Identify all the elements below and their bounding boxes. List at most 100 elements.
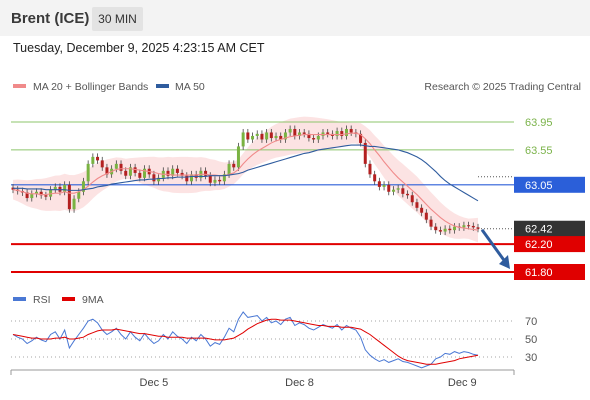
support-label-box bbox=[514, 236, 585, 253]
legend-9ma-label: 9MA bbox=[82, 294, 104, 306]
levels-group bbox=[11, 121, 514, 273]
copyright-text: Research © 2025 Trading Central bbox=[424, 81, 581, 93]
candle-body bbox=[415, 202, 419, 208]
last-price-box bbox=[514, 220, 585, 237]
rsi-axis-label: 70 bbox=[525, 316, 537, 328]
candle-body bbox=[67, 184, 71, 210]
candle-body bbox=[251, 135, 255, 140]
projection-arrow bbox=[480, 228, 510, 269]
candle-body bbox=[189, 174, 193, 182]
rsi-line bbox=[12, 311, 479, 369]
candle-body bbox=[100, 160, 104, 168]
candle-body bbox=[185, 175, 189, 182]
ma50-line bbox=[13, 144, 479, 202]
ma20-line bbox=[12, 132, 479, 231]
candle-body bbox=[86, 163, 90, 182]
rsi-axis-label: 30 bbox=[525, 352, 537, 364]
x-tick-label: Dec 8 bbox=[285, 377, 314, 389]
candle-body bbox=[279, 135, 283, 140]
bollinger-band-area bbox=[13, 116, 478, 243]
candle-body bbox=[152, 174, 156, 182]
candle-body bbox=[429, 219, 433, 227]
candle-body bbox=[175, 168, 179, 173]
candle-body bbox=[363, 142, 367, 164]
candle-body bbox=[30, 193, 34, 199]
projection-arrow-shaft bbox=[480, 228, 508, 264]
candle-body bbox=[171, 168, 175, 176]
candle-body bbox=[128, 167, 132, 176]
candle-body bbox=[63, 184, 67, 192]
candle-body bbox=[260, 133, 264, 140]
candle-body bbox=[406, 193, 410, 196]
candle-body bbox=[124, 170, 128, 176]
rsi-panel: 70 50 30 bbox=[11, 311, 537, 369]
candle-body bbox=[293, 128, 297, 136]
candle-body bbox=[316, 135, 320, 140]
candle-body bbox=[373, 174, 377, 182]
candle-body bbox=[81, 181, 85, 192]
candle-body bbox=[222, 174, 226, 182]
candle-body bbox=[232, 163, 236, 168]
candle-body bbox=[218, 179, 222, 182]
legend-ma50-swatch bbox=[156, 84, 169, 88]
candle-body bbox=[241, 132, 245, 147]
candle-body bbox=[307, 133, 311, 139]
candle-body bbox=[133, 167, 137, 173]
candle-body bbox=[448, 228, 452, 231]
candle-body bbox=[391, 189, 395, 192]
candle-body bbox=[302, 132, 306, 134]
candle-body bbox=[105, 167, 109, 175]
candle-body bbox=[157, 177, 161, 182]
candle-body bbox=[326, 132, 330, 134]
bollinger-bands bbox=[13, 116, 478, 243]
chart-header: Brent (ICE) 30 MIN bbox=[0, 0, 590, 36]
candle-body bbox=[335, 131, 339, 136]
candle-body bbox=[434, 226, 438, 231]
x-tick-label: Dec 5 bbox=[140, 377, 169, 389]
instrument-title: Brent (ICE) bbox=[11, 10, 90, 27]
candle-body bbox=[236, 146, 240, 168]
candle-body bbox=[72, 198, 76, 210]
candle-body bbox=[34, 191, 38, 194]
candle-body bbox=[344, 128, 348, 136]
candle-body bbox=[368, 163, 372, 175]
x-axis: Dec 5 Dec 8 Dec 9 bbox=[10, 369, 515, 389]
candle-body bbox=[283, 132, 287, 140]
x-tick-label: Dec 9 bbox=[448, 377, 477, 389]
rsi-9ma-line bbox=[12, 318, 479, 365]
timeframe-button[interactable]: 30 MIN bbox=[92, 7, 143, 31]
candle-body bbox=[39, 191, 43, 196]
candle-body bbox=[438, 230, 442, 232]
candle-body bbox=[382, 184, 386, 187]
candle-body bbox=[53, 186, 57, 190]
moving-averages bbox=[12, 132, 479, 231]
candle-body bbox=[340, 131, 344, 136]
candle-body bbox=[246, 132, 250, 140]
projection-arrow-head bbox=[499, 255, 510, 269]
candle-body bbox=[227, 163, 231, 175]
candle-body bbox=[204, 170, 208, 176]
candle-body bbox=[467, 225, 471, 227]
level-labels: 63.95 63.55 63.05 62.42 62.20 61.80 bbox=[514, 117, 585, 280]
candle-body bbox=[410, 195, 414, 203]
support-label: 61.80 bbox=[525, 267, 553, 279]
candle-body bbox=[208, 175, 212, 183]
candle-body bbox=[25, 192, 29, 199]
candle-body bbox=[462, 225, 466, 228]
resistance-label: 63.55 bbox=[525, 145, 553, 157]
candle-body bbox=[471, 225, 475, 228]
legend-ma20-label: MA 20 + Bollinger Bands bbox=[33, 81, 148, 93]
candle-body bbox=[274, 135, 278, 139]
candle-body bbox=[396, 188, 400, 190]
candle-body bbox=[91, 156, 95, 164]
rsi-axis-label: 50 bbox=[525, 334, 537, 346]
candle-body bbox=[77, 191, 81, 199]
candles-group bbox=[11, 125, 480, 236]
candle-body bbox=[349, 128, 353, 133]
candle-body bbox=[453, 226, 457, 231]
candle-body bbox=[443, 228, 447, 232]
support-label: 62.20 bbox=[525, 239, 553, 251]
candle-body bbox=[269, 132, 273, 139]
candle-body bbox=[401, 188, 405, 194]
